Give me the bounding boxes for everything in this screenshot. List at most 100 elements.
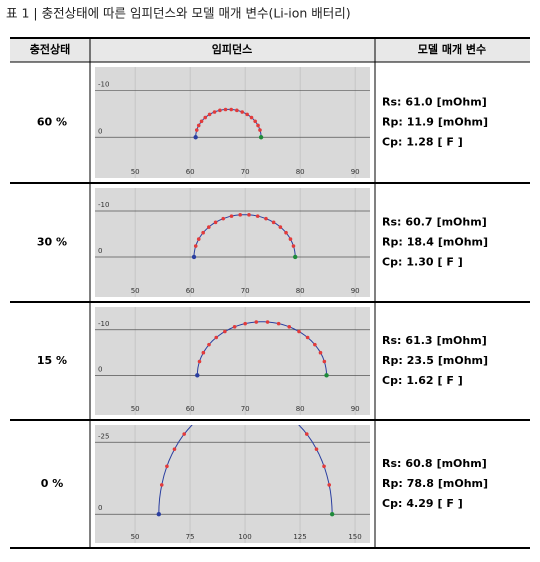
param-part: [mOhm] [438, 236, 488, 249]
measured-point [258, 128, 262, 132]
param-part: Cp: [382, 374, 402, 387]
param-text: Cp: 1.30 [ F ] [382, 256, 463, 269]
measured-point [314, 447, 319, 451]
param-part: [mOhm] [438, 116, 488, 129]
measured-point [165, 464, 169, 469]
measured-point [240, 110, 245, 114]
measured-point [201, 230, 205, 235]
measured-point [243, 321, 247, 326]
param-part: 4.29 [406, 497, 433, 510]
x-tick-label: 50 [131, 405, 140, 413]
fit-end [258, 135, 264, 140]
param-part: Rs: [382, 96, 401, 109]
measured-point [305, 335, 310, 340]
table-title: 표 1 | 충전상태에 따른 임피던스와 모델 매개 변수(Li-ion 배터리… [6, 6, 351, 21]
measured-point [322, 359, 327, 364]
measured-point [255, 214, 260, 218]
measured-point [229, 214, 234, 218]
measured-point [271, 220, 276, 225]
measured-point [264, 216, 268, 221]
x-tick-label: 60 [186, 168, 195, 176]
measured-point [199, 119, 204, 124]
measured-point [182, 432, 186, 436]
x-tick-label: 60 [186, 287, 195, 295]
param-text: Rp: 23.5 [mOhm] [382, 354, 488, 367]
measured-point [287, 325, 292, 329]
param-text: Rp: 78.8 [mOhm] [382, 477, 488, 490]
measured-point [322, 464, 326, 469]
param-part: [ F ] [438, 136, 463, 149]
param-part: [mOhm] [437, 216, 487, 229]
param-text: Cp: 4.29 [ F ] [382, 497, 463, 510]
x-tick-label: 90 [351, 405, 360, 413]
param-part: 61.3 [405, 334, 432, 347]
param-text: Rp: 11.9 [mOhm] [382, 116, 488, 129]
param-text: Rs: 60.7 [mOhm] [382, 216, 487, 229]
param-part: [mOhm] [437, 96, 487, 109]
x-tick-label: 50 [131, 168, 140, 176]
param-part: 23.5 [407, 354, 434, 367]
measured-point [297, 329, 301, 334]
fit-end [329, 512, 335, 517]
param-part: 78.8 [407, 477, 434, 490]
x-tick-label: 60 [186, 405, 195, 413]
x-tick-label: 50 [131, 533, 140, 541]
measured-point [223, 329, 227, 334]
measured-point [318, 350, 323, 355]
measured-point [196, 237, 201, 241]
param-text: Cp: 1.62 [ F ] [382, 374, 463, 387]
measured-point [203, 115, 208, 120]
measured-point [288, 237, 293, 241]
soc-cell: 0 % [41, 477, 64, 490]
measured-point [214, 335, 219, 340]
param-part: Rp: [382, 477, 403, 490]
measured-point [247, 213, 251, 217]
param-part: 61.0 [405, 96, 432, 109]
measured-point [249, 115, 254, 120]
param-part: [mOhm] [438, 354, 488, 367]
param-part: [ F ] [438, 256, 463, 269]
param-part: [mOhm] [437, 334, 487, 347]
param-part: Cp: [382, 136, 402, 149]
measured-point [221, 216, 226, 221]
measured-point [265, 320, 270, 324]
x-tick-label: 80 [296, 168, 305, 176]
y-tick-label: 0 [98, 365, 102, 373]
fit-start [191, 254, 197, 260]
measured-point [253, 119, 257, 124]
y-tick-label: -10 [98, 201, 109, 209]
param-part: 1.30 [406, 256, 433, 269]
param-part: 11.9 [407, 116, 434, 129]
soc-cell: 15 % [37, 354, 67, 367]
y-tick-label: 0 [98, 504, 102, 512]
plot-content [191, 213, 298, 260]
param-part: 1.62 [406, 374, 433, 387]
measured-point [207, 225, 211, 229]
measured-point [229, 107, 234, 112]
x-tick-label: 70 [241, 287, 250, 295]
fitted-arc [196, 321, 327, 376]
param-part: Cp: [382, 497, 402, 510]
param-part: 18.4 [407, 236, 434, 249]
measured-point [213, 220, 218, 225]
fitted-arc [158, 425, 333, 515]
x-tick-label: 70 [241, 405, 250, 413]
plot-bg [95, 188, 370, 297]
plot-bg [95, 425, 370, 543]
measured-point [291, 244, 296, 248]
fit-end [324, 373, 329, 378]
fit-end [293, 254, 298, 260]
measured-point [196, 123, 201, 128]
param-part: [mOhm] [438, 477, 488, 490]
header-cell: 충전상태 [30, 42, 70, 56]
header-bg [10, 38, 530, 62]
fitted-arc [193, 214, 296, 258]
soc-cell: 30 % [37, 236, 67, 249]
x-tick-label: 70 [241, 168, 250, 176]
measured-point [278, 225, 283, 229]
header-cell: 임피던스 [212, 42, 252, 56]
param-text: Rs: 61.3 [mOhm] [382, 334, 487, 347]
param-part: Rp: [382, 116, 403, 129]
plot-bg [95, 307, 370, 415]
